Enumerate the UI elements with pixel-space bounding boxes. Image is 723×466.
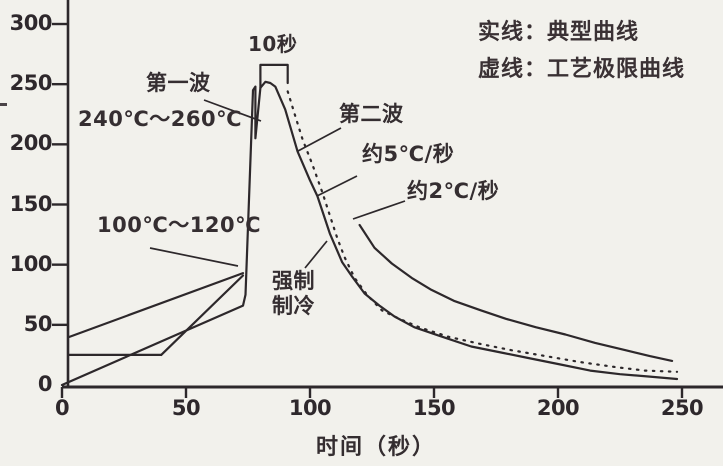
chart-legend: 实线：典型曲线 虚线：工艺极限曲线 [478,14,685,89]
series-0-solid [60,80,679,387]
x-tick-label-150: 150 [412,396,456,420]
leader-line-cooling-rate-5 [316,175,358,197]
annotation-peak-temp-range: 240℃～260℃ [78,107,243,131]
leader-line-preheat-temp-range [149,247,239,267]
y-tick-label-200: 200 [9,131,53,156]
y-tick-label-50: 50 [23,311,53,336]
annotation-first-wave: 第一波 [146,71,211,95]
x-tick-label-50: 50 [171,396,201,420]
series-3-solid [68,272,245,338]
leader-line-first-wave [203,99,262,122]
annotation-second-wave: 第二波 [339,102,404,126]
series-4-dotted [286,90,679,373]
leader-line-forced-cooling [304,240,328,269]
y-tick-label-0: 0 [37,372,53,396]
legend-dashed-line-label: 虚线：工艺极限曲线 [478,57,686,83]
annotation-peak-duration: 10秒 [248,32,298,56]
series-2-solid [160,274,245,356]
y-tick-label-300: 300 [9,11,53,35]
leader-line-cooling-rate-2 [352,200,406,220]
leader-line-second-wave [297,127,342,152]
series-6-solid [259,63,289,89]
legend-solid-line-label: 实线：典型曲线 [478,20,640,45]
annotation-forced-cooling: 强制 制冷 [272,269,315,318]
annotation-cooling-rate-2: 约2℃/秒 [407,179,500,203]
annotation-preheat-temp-range: 100℃～120℃ [97,213,262,237]
x-tick-label-100: 100 [288,396,332,420]
scan-artifact-mark [0,103,7,106]
x-tick-label-250: 250 [660,396,704,420]
x-tick-label-0: 0 [54,396,70,420]
annotation-cooling-rate-5: 约5℃/秒 [362,142,455,166]
x-axis-title: 时间（秒） [316,435,437,460]
y-tick-label-100: 100 [9,251,53,276]
y-tick-label-250: 250 [9,71,53,96]
x-tick-label-200: 200 [536,396,580,420]
series-5-solid [358,223,674,362]
y-tick-label-150: 150 [9,191,53,216]
